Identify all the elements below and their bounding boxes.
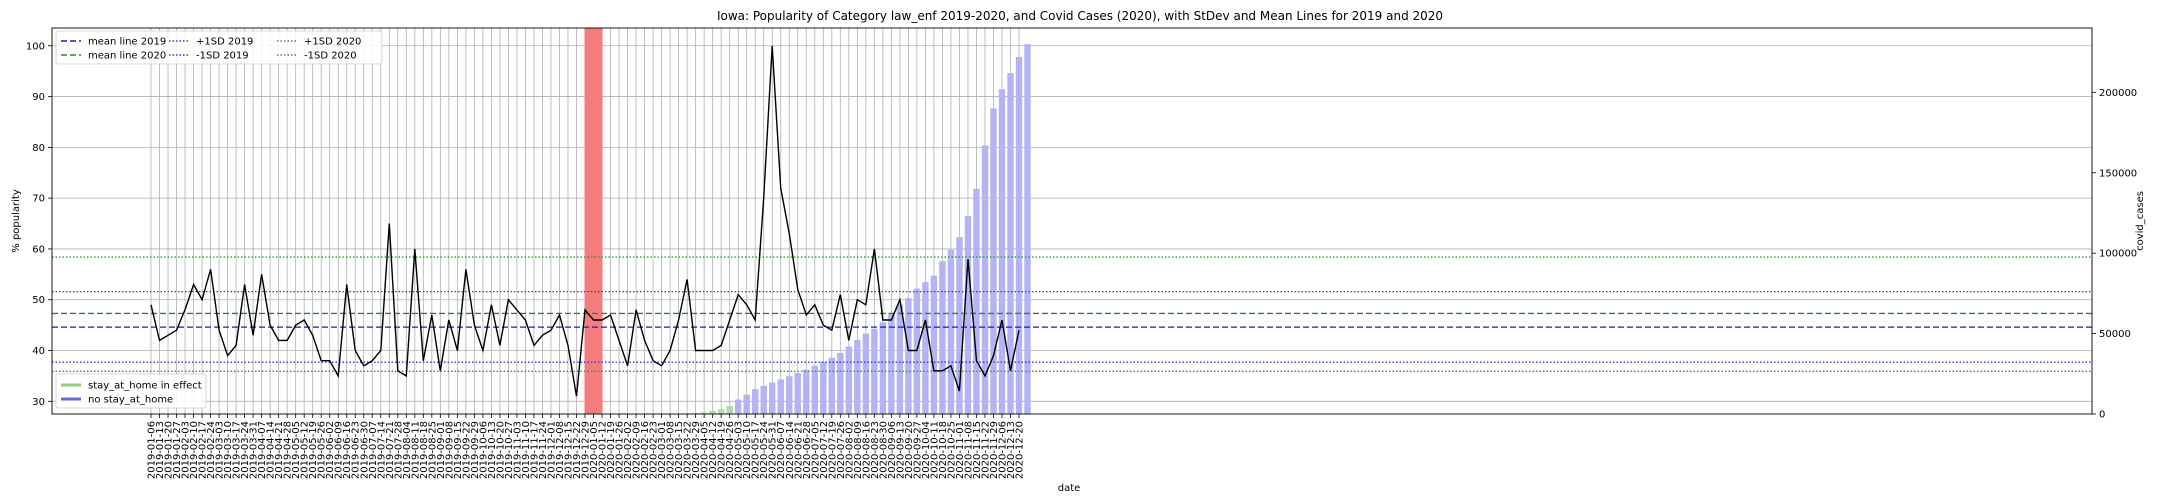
covid-case-bar	[880, 322, 886, 414]
covid-case-bar	[982, 145, 988, 414]
covid-case-bar	[965, 216, 971, 414]
y-right-tick-label: 0	[2099, 410, 2105, 421]
covid-case-bar	[948, 250, 954, 414]
covid-case-bar	[863, 334, 869, 414]
y-left-tick-label: 100	[26, 41, 45, 52]
legend-line-label: mean line 2020	[88, 51, 166, 62]
covid-case-bar	[846, 346, 852, 414]
y-axis-left-label: % popularity	[11, 189, 22, 253]
y-left-tick-label: 60	[32, 244, 45, 255]
covid-case-bar	[718, 409, 724, 414]
covid-case-bar	[761, 386, 767, 414]
legend-bar-label: stay_at_home in effect	[88, 381, 202, 392]
y-left-tick-label: 40	[32, 346, 45, 357]
legend-line-label: -1SD 2019	[196, 51, 249, 62]
covid-case-bar	[888, 313, 894, 414]
y-right-tick-label: 200000	[2099, 88, 2137, 99]
y-left-tick-label: 90	[32, 92, 45, 103]
highlight-week-band	[585, 28, 603, 414]
covid-case-bar	[829, 358, 835, 414]
x-tick-label: 2020-12-20	[1015, 421, 1026, 479]
y-left-tick-label: 30	[32, 397, 45, 408]
y-left-tick-label: 80	[32, 143, 45, 154]
covid-case-bar	[744, 395, 750, 414]
covid-case-bar	[820, 362, 826, 414]
covid-case-bar	[931, 276, 937, 414]
legend-bar-label: no stay_at_home	[88, 395, 173, 406]
covid-case-bar	[726, 406, 732, 414]
y-right-tick-label: 50000	[2099, 329, 2131, 340]
covid-case-bar	[897, 305, 903, 414]
covid-case-bar	[786, 376, 792, 414]
covid-case-bar	[778, 379, 784, 414]
y-axis-right-label: covid_cases	[2135, 191, 2146, 251]
covid-case-bar	[1024, 44, 1030, 414]
x-axis-label: date	[1058, 483, 1081, 494]
legend-line-label: +1SD 2019	[196, 37, 253, 48]
covid-case-bar	[854, 340, 860, 414]
covid-case-bar	[709, 411, 715, 414]
legend-bars: stay_at_home in effect no stay_at_home	[56, 374, 206, 408]
covid-case-bar	[1016, 57, 1022, 414]
covid-case-bar	[735, 400, 741, 414]
legend-line-label: -1SD 2020	[304, 51, 357, 62]
covid-case-bar	[752, 389, 758, 414]
y-right-tick-label: 150000	[2099, 168, 2137, 179]
covid-case-bar	[939, 261, 945, 414]
y-left-tick-label: 50	[32, 295, 45, 306]
legend-line-label: +1SD 2020	[304, 37, 361, 48]
covid-case-bar	[812, 366, 818, 414]
covid-case-bar	[973, 189, 979, 414]
covid-case-bar	[795, 373, 801, 414]
covid-case-bar	[990, 108, 996, 414]
chart-title: Iowa: Popularity of Category law_enf 201…	[717, 9, 1443, 23]
covid-case-bar	[769, 383, 775, 414]
reference-lines-layer	[52, 46, 2092, 396]
covid-case-bar	[999, 89, 1005, 414]
y-right-tick-label: 100000	[2099, 249, 2137, 260]
legend-line-label: mean line 2019	[88, 37, 166, 48]
y-left-tick-label: 70	[32, 194, 45, 205]
covid-case-bar	[905, 298, 911, 414]
ticks-layer: 2019-01-062019-01-132019-01-202019-01-27…	[26, 41, 2137, 479]
covid-case-bar	[922, 282, 928, 414]
covid-case-bar	[803, 370, 809, 414]
legend-lines: mean line 2019 mean line 2020 +1SD 2019 -1S…	[56, 31, 382, 64]
covid-case-bar	[914, 289, 920, 414]
